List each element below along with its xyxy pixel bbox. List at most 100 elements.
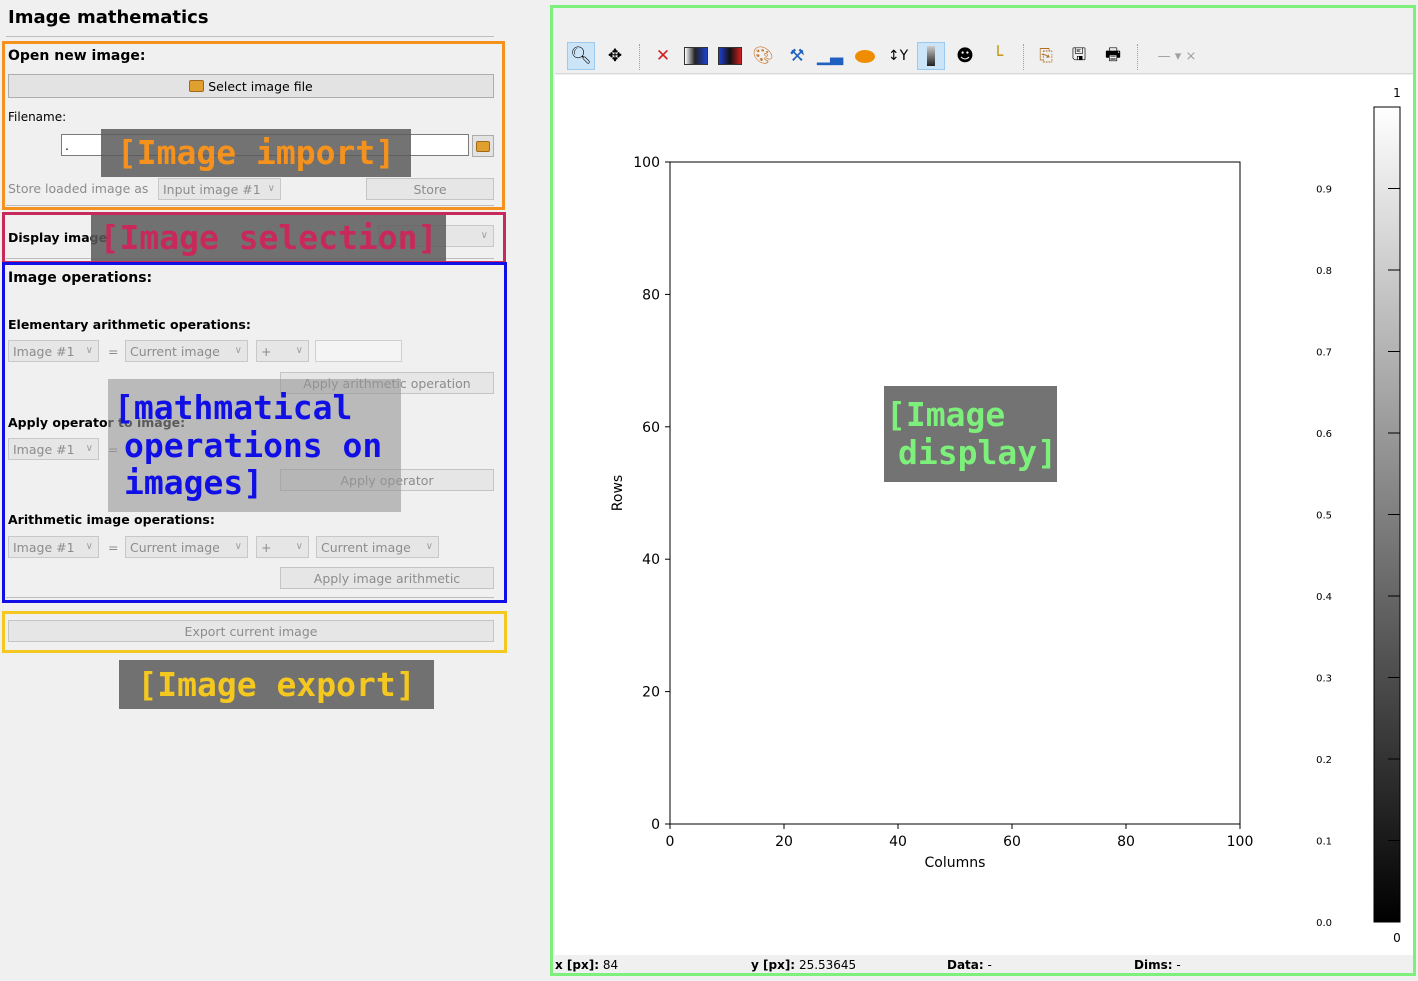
- operations-annotation: [mathmatical operations on images]: [108, 379, 401, 512]
- palette-icon[interactable]: 🎨︎: [752, 46, 774, 66]
- import-highlight: [2, 41, 505, 210]
- ia-target-combo[interactable]: Image #1 ∨: [8, 536, 99, 558]
- x-axis-label: Columns: [925, 855, 986, 871]
- ia-source1-value: Current image: [130, 539, 220, 555]
- print-icon[interactable]: 🖶︎: [1104, 44, 1122, 65]
- status-bar: x [px]: 84 y [px]: 25.53645 Data: - Dims…: [555, 956, 1413, 974]
- dims-value: -: [1176, 958, 1181, 972]
- x-tick-label: 60: [1003, 834, 1021, 850]
- data-value: -: [987, 958, 992, 972]
- mask-icon[interactable]: ☻: [956, 46, 974, 66]
- folder-icon: [476, 140, 490, 152]
- chevron-down-icon: ∨: [267, 182, 275, 194]
- filename-label: Filename:: [8, 110, 67, 124]
- y-tick-label: 80: [642, 287, 660, 303]
- colorbar-max-label: 1: [1393, 86, 1401, 100]
- image-operations-heading: Image operations:: [8, 270, 153, 286]
- colorbar-tick-label: 0.2: [1316, 755, 1332, 766]
- operations-highlight: [2, 262, 507, 603]
- import-divider: [6, 205, 494, 206]
- flip-y-icon[interactable]: ↕Y: [887, 48, 909, 64]
- folder-icon: [189, 80, 205, 92]
- colorbar-tick-label: 0.0: [1316, 918, 1332, 929]
- y-coord-value: 25.53645: [798, 958, 857, 972]
- operations-divider: [6, 597, 494, 598]
- export-annotation: [Image export]: [119, 660, 434, 709]
- chevron-down-icon: ∨: [85, 540, 93, 552]
- colorbar-tick-label: 0.1: [1316, 837, 1332, 848]
- y-tick-label: 60: [642, 420, 660, 436]
- ia-source2-value: Current image: [321, 539, 411, 555]
- ia-source1-combo[interactable]: Current image ∨: [125, 536, 248, 558]
- browse-button[interactable]: [472, 135, 494, 157]
- zoom-icon[interactable]: 🔍︎: [567, 42, 595, 70]
- plot-toolbar: 🔍︎ ✥ ✕ 🎨︎ ⚒ ▁▃ ↕Y ☻ └ ⎘ 🖫︎ 🖶︎ — ▾ ⨯: [555, 38, 1413, 74]
- ia-operator-combo[interactable]: + ∨: [256, 536, 309, 558]
- y-axis-label: Rows: [610, 475, 626, 511]
- select-image-file-label: Select image file: [208, 78, 313, 94]
- chevron-down-icon: ∨: [480, 229, 488, 241]
- store-button[interactable]: Store: [366, 178, 494, 200]
- selection-annotation: [Image selection]: [91, 215, 446, 261]
- display-annotation-line1: [Image: [886, 395, 1006, 435]
- pan-icon[interactable]: ✥: [607, 46, 623, 66]
- colorbar-icon[interactable]: [917, 42, 945, 70]
- x-tick-label: 0: [666, 834, 675, 850]
- import-annotation: [Image import]: [101, 129, 411, 177]
- x-tick-label: 20: [775, 834, 793, 850]
- elem-source-value: Current image: [130, 343, 220, 359]
- import-heading: Open new image:: [8, 48, 146, 64]
- chevron-down-icon: ∨: [85, 344, 93, 356]
- axes-icon[interactable]: └: [992, 46, 1004, 66]
- elem-source-combo[interactable]: Current image ∨: [125, 340, 248, 362]
- equals-sign: =: [108, 344, 119, 359]
- elem-target-value: Image #1: [13, 343, 75, 359]
- display-annotation-line2: display]: [898, 433, 1057, 472]
- ellipse-icon[interactable]: [851, 42, 879, 70]
- elementary-heading: Elementary arithmetic operations:: [8, 317, 251, 332]
- display-annotation: [Image display]: [884, 386, 1057, 482]
- elem-operator-value: +: [261, 343, 272, 359]
- ia-source2-combo[interactable]: Current image ∨: [316, 536, 439, 558]
- toolbar-separator: [1023, 44, 1024, 70]
- image-arithmetic-heading: Arithmetic image operations:: [8, 512, 215, 527]
- y-tick-label: 20: [642, 685, 660, 701]
- elem-target-combo[interactable]: Image #1 ∨: [8, 340, 99, 362]
- toolbar-separator: [1137, 44, 1138, 70]
- ia-target-value: Image #1: [13, 539, 75, 555]
- ia-operator-value: +: [261, 539, 272, 555]
- operations-annotation-line1: [mathmatical: [114, 387, 353, 427]
- chevron-down-icon: ∨: [295, 540, 303, 552]
- colorbar-tick-label: 0.9: [1316, 185, 1332, 196]
- colorbar-tick-label: 0.7: [1316, 348, 1332, 359]
- chevron-down-icon: ∨: [425, 540, 433, 552]
- color-map-alt-icon[interactable]: [716, 42, 744, 70]
- equals-sign: =: [108, 540, 119, 555]
- export-image-button[interactable]: Export current image: [8, 620, 494, 642]
- x-coord-label: x [px]:: [555, 958, 600, 972]
- select-image-file-button[interactable]: Select image file: [8, 74, 494, 98]
- colorbar-tick-label: 0.6: [1316, 429, 1332, 440]
- elem-value-input[interactable]: [315, 340, 402, 362]
- copy-icon[interactable]: ⎘: [1039, 46, 1053, 66]
- color-map-icon[interactable]: [682, 42, 710, 70]
- clear-icon[interactable]: ✕: [655, 46, 671, 66]
- apply-image-arithmetic-button[interactable]: Apply image arithmetic: [280, 567, 494, 589]
- image-plot[interactable]: 0 20 40 60 80 100 0 20 40 60 80 100 Columns Rows 0.0 0.…: [555, 75, 1413, 955]
- dims-label: Dims:: [1134, 958, 1173, 972]
- colorbar-min-label: 0: [1393, 931, 1401, 945]
- operations-annotation-line3: images]: [124, 463, 264, 503]
- title-divider: [6, 36, 494, 37]
- paint-icon[interactable]: ⚒: [789, 46, 805, 66]
- save-icon[interactable]: 🖫︎: [1071, 44, 1087, 65]
- store-as-combo[interactable]: Input image #1 ∨: [158, 178, 281, 200]
- plot-axes-frame: [669, 161, 1241, 825]
- panel-title: Image mathematics: [8, 7, 209, 28]
- line-style-icon[interactable]: — ▾ ⨯: [1157, 48, 1197, 64]
- op-target-value: Image #1: [13, 441, 75, 457]
- toolbar-separator: [639, 44, 640, 70]
- histogram-icon[interactable]: ▁▃: [816, 46, 844, 66]
- display-highlight: [550, 5, 1416, 976]
- op-target-combo[interactable]: Image #1 ∨: [8, 438, 99, 460]
- elem-operator-combo[interactable]: + ∨: [256, 340, 309, 362]
